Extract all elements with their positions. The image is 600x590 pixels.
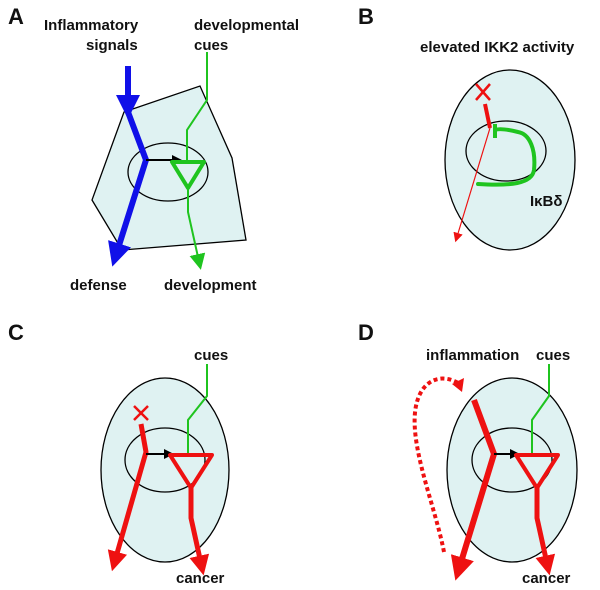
- panel-c: C cues cancer: [8, 320, 230, 587]
- panel-d-inflammation-label: inflammation: [426, 347, 519, 364]
- panel-d-inflammation-loop: [412, 376, 462, 553]
- panel-b-block-mark-2: [475, 83, 491, 101]
- panel-c-red-triangle: [168, 453, 214, 490]
- panel-a-input-label-line2: signals: [86, 37, 138, 54]
- panel-b-nucleus: [465, 120, 547, 182]
- panel-a-output-development: development: [164, 277, 257, 294]
- panel-c-cancer-arrow: [188, 488, 210, 576]
- panel-c-nucleus: [124, 427, 206, 493]
- panel-a-nucleus: [127, 142, 209, 202]
- panel-a-development-arrow: [187, 188, 206, 270]
- panel-b: B elevated IKK2 activity IκBδ: [358, 4, 576, 251]
- panel-d-cue-line: [531, 364, 550, 454]
- panel-c-block-mark-2: [133, 405, 149, 421]
- panel-a: A Inflammatory signals developmental cue…: [8, 4, 299, 294]
- panel-d-red-triangle: [514, 453, 560, 490]
- panel-d-cue-label: cues: [536, 347, 570, 364]
- panel-d-loop-arrowhead: [452, 378, 464, 392]
- panel-c-red-pathway: [107, 423, 149, 572]
- panel-a-green-triangle: [170, 160, 206, 190]
- panel-a-letter: A: [8, 4, 24, 29]
- panel-d-cell: [446, 377, 578, 563]
- panel-a-input-label-line1: Inflammatory: [44, 17, 139, 34]
- panel-b-red-arrow: [453, 127, 491, 243]
- panel-a-cue-label-line2: cues: [194, 37, 228, 54]
- panel-c-output-cancer: cancer: [176, 570, 225, 585]
- panel-a-cue-label-line1: developmental: [194, 17, 299, 34]
- panel-c-cue-line: [187, 364, 208, 454]
- panel-a-cue-line: [186, 52, 208, 162]
- panel-c-letter: C: [8, 320, 24, 345]
- panel-b-inhibited-signal: [483, 103, 492, 129]
- panel-b-cell: [444, 69, 576, 251]
- panel-c-cell: [100, 377, 230, 563]
- panel-b-letter: B: [358, 4, 374, 29]
- panel-a-output-defense: defense: [70, 277, 127, 294]
- panel-b-header: elevated IKK2 activity: [420, 39, 575, 56]
- panel-d: D inflammation cues cancer: [358, 320, 578, 587]
- panel-d-letter: D: [358, 320, 374, 345]
- panel-d-cancer-arrow: [534, 488, 556, 576]
- panel-a-cell: [91, 85, 247, 251]
- panel-b-ikbd-feedback: [476, 127, 537, 187]
- panel-d-output-cancer: cancer: [522, 570, 571, 585]
- panel-b-ikbd-label: IκBδ: [530, 193, 562, 210]
- panel-d-nucleus: [471, 427, 553, 493]
- panel-c-cue-label: cues: [194, 347, 228, 364]
